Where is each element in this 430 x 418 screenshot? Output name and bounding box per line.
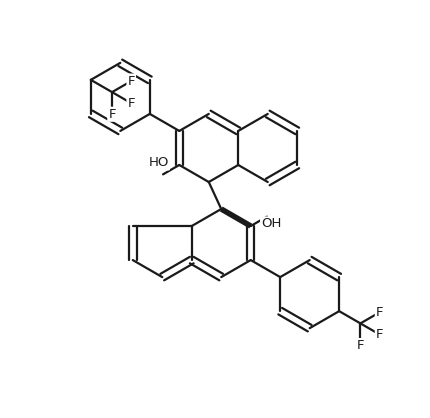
Text: OH: OH [261, 217, 282, 230]
Text: F: F [376, 306, 383, 319]
Text: F: F [356, 339, 364, 352]
Text: F: F [127, 74, 135, 87]
Text: HO: HO [148, 156, 169, 169]
Text: F: F [127, 97, 135, 110]
Text: F: F [108, 108, 116, 121]
Text: F: F [376, 328, 383, 341]
